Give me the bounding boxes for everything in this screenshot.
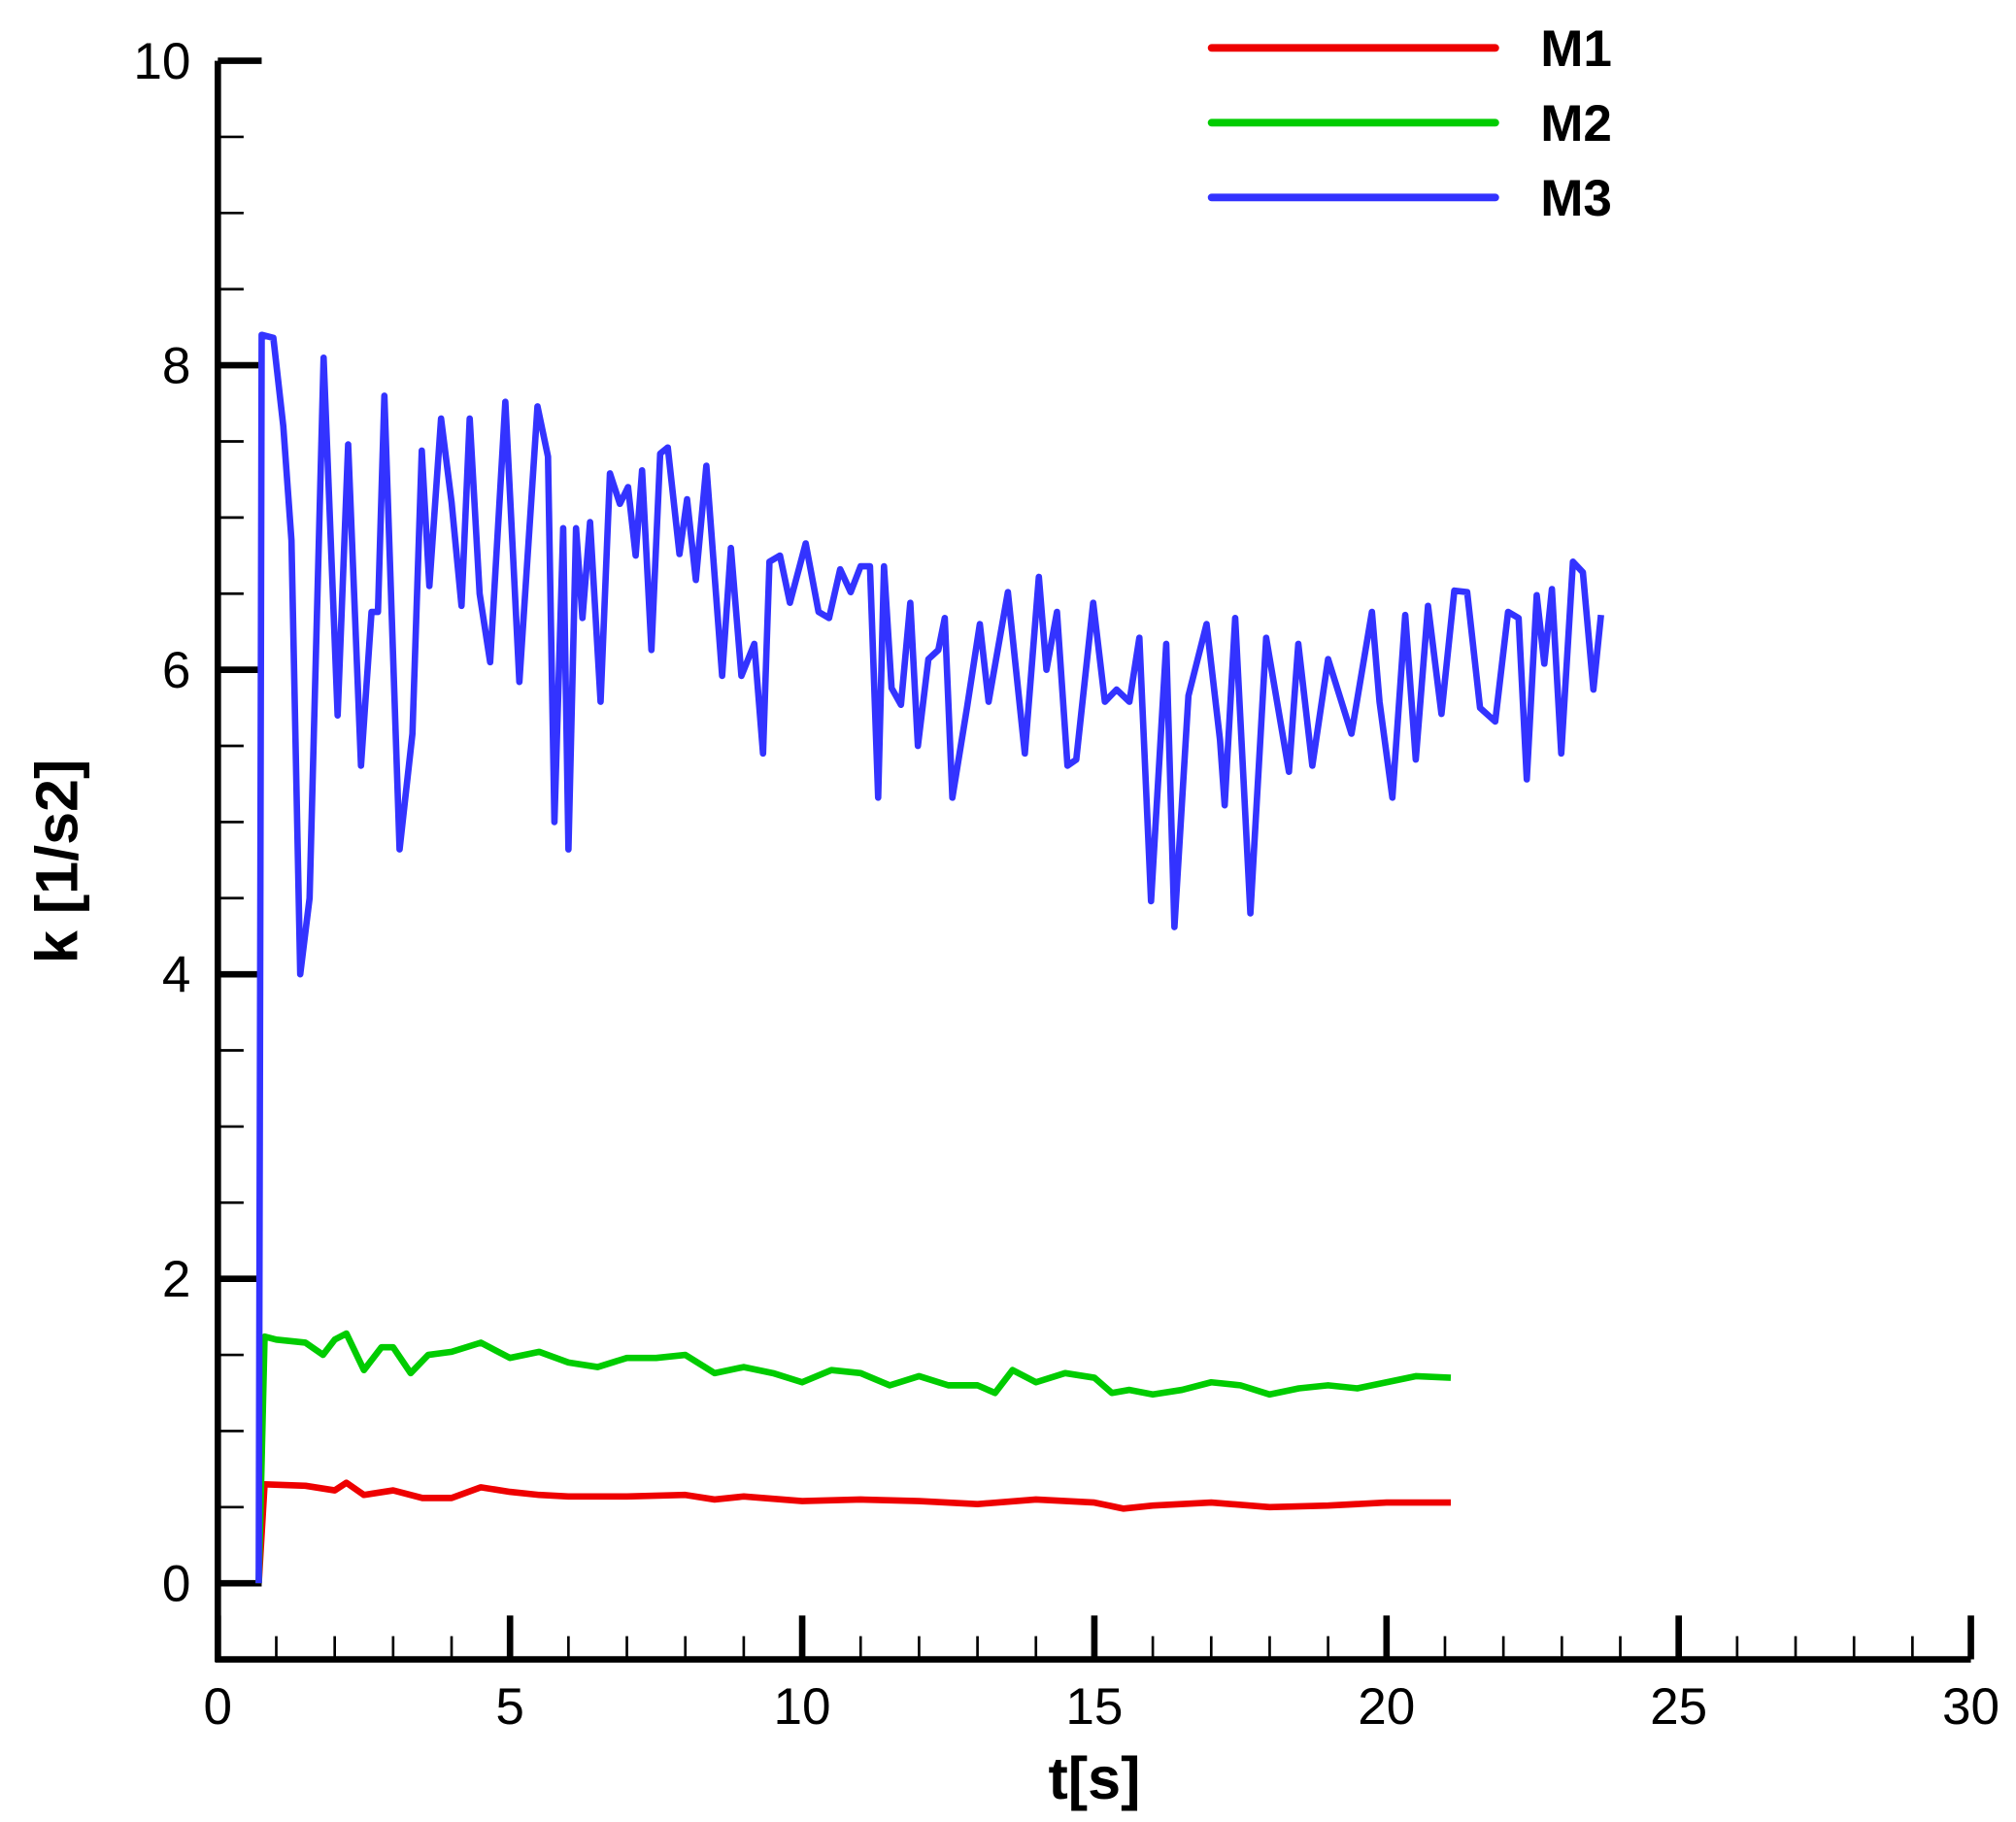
legend-label: M3: [1540, 170, 1612, 227]
y-tick-label: 2: [162, 1251, 191, 1308]
legend-label: M1: [1540, 20, 1612, 78]
y-tick-label: 4: [162, 947, 191, 1004]
y-tick-label: 6: [162, 642, 191, 699]
y-tick-label: 8: [162, 338, 191, 395]
x-tick-label: 0: [204, 1678, 233, 1736]
x-tick-label: 20: [1358, 1678, 1415, 1736]
y-axis-label: k [1/s2]: [24, 759, 90, 963]
legend-label: M2: [1540, 95, 1612, 152]
series-line: [255, 1330, 1452, 1584]
x-axis-label: t[s]: [1048, 1745, 1140, 1811]
x-tick-label: 5: [495, 1678, 524, 1736]
series-line: [255, 331, 1604, 1584]
y-tick-label: 0: [162, 1556, 191, 1613]
x-tick-label: 30: [1942, 1678, 1999, 1736]
series-line: [255, 1479, 1451, 1584]
x-tick-label: 10: [774, 1678, 831, 1736]
x-tick-label: 25: [1650, 1678, 1707, 1736]
x-tick-label: 15: [1065, 1678, 1123, 1736]
y-tick-label: 10: [133, 33, 190, 90]
